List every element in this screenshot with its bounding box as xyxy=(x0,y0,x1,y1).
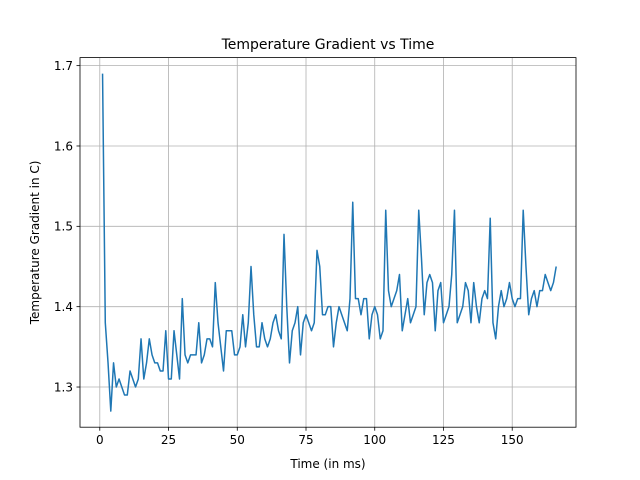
chart-title: Temperature Gradient vs Time xyxy=(221,37,435,53)
x-tick-label: 100 xyxy=(363,433,386,447)
y-tick-label: 1.6 xyxy=(54,139,73,153)
series-line xyxy=(101,73,557,412)
x-tick-label: 50 xyxy=(230,433,245,447)
x-tick-label: 75 xyxy=(298,433,313,447)
series-layer xyxy=(101,73,557,412)
x-tick-label: 25 xyxy=(161,433,176,447)
y-tick-label: 1.5 xyxy=(54,220,73,234)
x-tick-label: 0 xyxy=(96,433,104,447)
y-tick-label: 1.4 xyxy=(54,300,73,314)
plot-frame xyxy=(79,57,577,428)
y-axis-label: Temperature Gradient in C) xyxy=(28,161,42,326)
x-tick-label: 125 xyxy=(432,433,455,447)
x-axis-label: Time (in ms) xyxy=(289,457,365,471)
y-tick-label: 1.7 xyxy=(54,59,73,73)
x-tick-label: 150 xyxy=(501,433,524,447)
grid-layer xyxy=(80,57,576,428)
tick-layer: 0 25 50 75 100 125 150 1.3 1.4 1.5 1.6 1.7 xyxy=(54,59,524,447)
y-tick-label: 1.3 xyxy=(54,380,73,394)
